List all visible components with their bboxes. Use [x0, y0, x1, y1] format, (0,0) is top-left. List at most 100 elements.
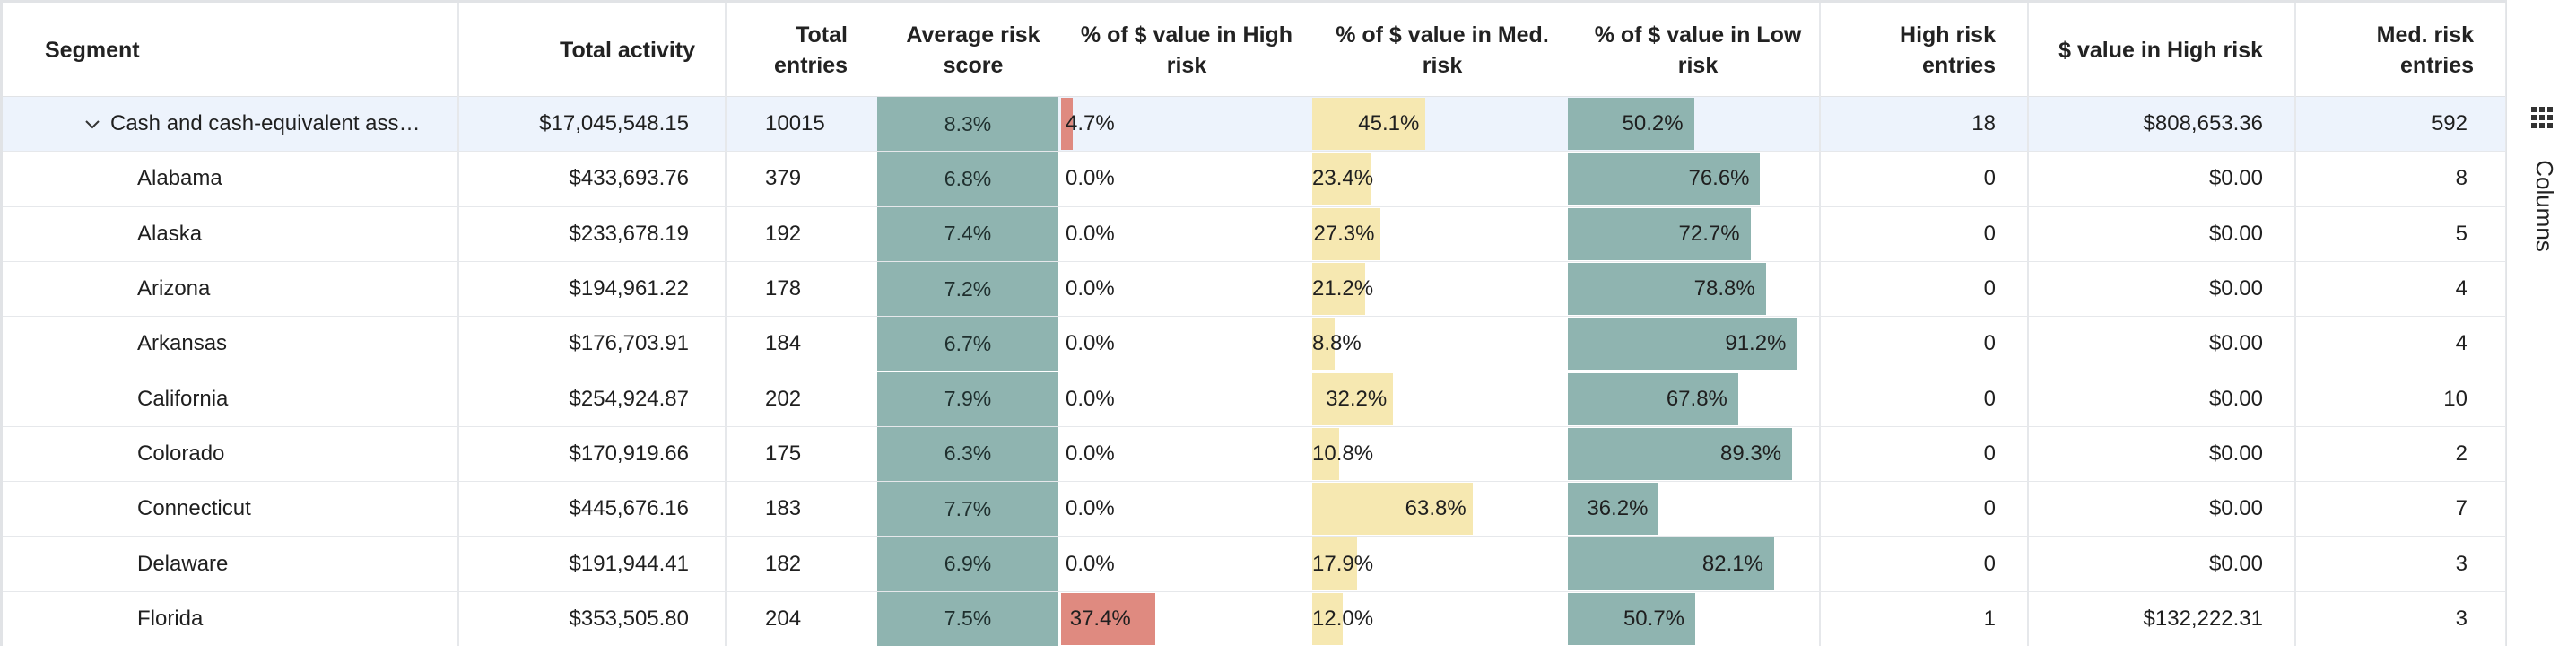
pct-med-label: 17.9% — [1312, 551, 1374, 576]
high-entries-cell: 18 — [1971, 111, 1996, 136]
pct-high-cell: 0.0% — [1061, 152, 1308, 205]
header-value-high[interactable]: $ value in High risk — [2058, 37, 2263, 63]
pct-high-label: 0.0% — [1066, 166, 1115, 191]
high-entries-cell: 0 — [1983, 276, 1996, 301]
total-entries-cell: 178 — [765, 276, 802, 301]
pct-med-bar — [1312, 207, 1381, 260]
med-entries-cell: 10 — [2443, 386, 2467, 411]
table-row[interactable]: Delaware $191,944.41 182 6.9% 0.0% 17.9% 82… — [3, 537, 2506, 592]
total-activity-cell: $233,678.19 — [569, 221, 689, 246]
pct-med-cell: 21.2% — [1312, 262, 1568, 316]
group-row[interactable]: Cash and cash-equivalent ass… $17,045,548… — [3, 97, 2506, 153]
pct-high-label: 0.0% — [1066, 276, 1115, 301]
header-average-risk[interactable]: Average risk score — [906, 22, 1040, 78]
columns-label: Columns — [2530, 160, 2558, 252]
pct-low-bar — [1568, 372, 1738, 425]
segment-cell: Arizona — [137, 276, 211, 301]
avg-risk-cell: 6.8% — [877, 152, 1058, 206]
pct-low-cell: 82.1% — [1568, 537, 1819, 590]
header-pct-med[interactable]: % of $ value in Med. risk — [1336, 22, 1549, 78]
pct-med-bar — [1312, 483, 1473, 536]
header-segment[interactable]: Segment — [45, 37, 140, 63]
table-row[interactable]: Arizona $194,961.22 178 7.2% 0.0% 21.2% 78.… — [3, 261, 2506, 318]
pct-low-cell: 91.2% — [1568, 317, 1819, 371]
pct-low-bar — [1568, 537, 1774, 590]
total-activity-cell: $433,693.76 — [569, 166, 689, 191]
header-total-activity[interactable]: Total activity — [560, 37, 695, 63]
high-entries-cell: 0 — [1983, 551, 1996, 576]
avg-risk-cell: 7.4% — [877, 206, 1058, 261]
pct-med-bar — [1312, 262, 1366, 316]
pct-low-bar — [1568, 592, 1695, 645]
avg-risk-cell: 8.3% — [877, 97, 1058, 152]
segment-cell[interactable]: Cash and cash-equivalent ass… — [83, 97, 451, 151]
pct-med-label: 8.8% — [1312, 331, 1362, 356]
pct-low-cell: 76.6% — [1568, 152, 1819, 205]
value-high-cell: $0.00 — [2208, 386, 2263, 411]
med-entries-cell: 8 — [2455, 166, 2467, 191]
pct-med-label: 12.0% — [1312, 606, 1374, 631]
pct-med-bar — [1312, 592, 1343, 645]
pct-med-bar — [1312, 98, 1426, 151]
pct-high-cell: 0.0% — [1061, 262, 1308, 316]
pct-low-bar — [1568, 98, 1694, 151]
med-entries-cell: 5 — [2455, 221, 2467, 246]
pct-low-cell: 72.7% — [1568, 207, 1819, 261]
table-row[interactable]: Arkansas $176,703.91 184 6.7% 0.0% 8.8% 91.… — [3, 317, 2506, 372]
value-high-cell: $0.00 — [2208, 551, 2263, 576]
segment-cell: Alaska — [137, 221, 203, 246]
avg-risk-cell: 7.2% — [877, 261, 1058, 317]
header-total-entries[interactable]: Total entries — [774, 22, 848, 78]
header-pct-low[interactable]: % of $ value in Low risk — [1594, 22, 1802, 78]
total-activity-cell: $191,944.41 — [569, 551, 689, 576]
segment-cell: California — [137, 386, 229, 411]
table-row[interactable]: Alaska $233,678.19 192 7.4% 0.0% 27.3% 72.7… — [3, 206, 2506, 262]
header-med-entries[interactable]: Med. risk entries — [2376, 22, 2474, 78]
pct-med-cell: 45.1% — [1312, 97, 1568, 151]
value-high-cell: $808,653.36 — [2143, 111, 2263, 136]
pct-low-label: 36.2% — [1587, 496, 1649, 521]
pct-low-label: 76.6% — [1688, 166, 1750, 191]
pct-high-label: 37.4% — [1069, 606, 1131, 631]
pct-high-cell: 0.0% — [1061, 537, 1308, 590]
table-row[interactable]: Alabama $433,693.76 379 6.8% 0.0% 23.4% 76.… — [3, 152, 2506, 207]
pct-low-cell: 78.8% — [1568, 262, 1819, 316]
avg-risk-cell: 6.9% — [877, 537, 1058, 591]
pct-low-label: 67.8% — [1666, 386, 1727, 411]
pct-med-bar — [1312, 153, 1371, 205]
data-grid: Segment Total activity Total entries Ave… — [0, 0, 2506, 646]
pct-low-cell: 36.2% — [1568, 482, 1819, 536]
avg-risk-cell: 6.3% — [877, 426, 1058, 482]
columns-toggle-button[interactable]: Columns — [2530, 106, 2563, 252]
header-high-entries[interactable]: High risk entries — [1900, 22, 1996, 78]
header-pct-high[interactable]: % of $ value in High risk — [1080, 22, 1293, 78]
segment-cell: Delaware — [137, 551, 229, 576]
pct-high-label: 0.0% — [1066, 551, 1115, 576]
total-entries-cell: 192 — [765, 221, 802, 246]
value-high-cell: $0.00 — [2208, 276, 2263, 301]
table-row[interactable]: Colorado $170,919.66 175 6.3% 0.0% 10.8% 89… — [3, 426, 2506, 483]
med-entries-cell: 4 — [2455, 331, 2467, 356]
total-entries-cell: 204 — [765, 606, 802, 631]
pct-high-bar — [1061, 592, 1155, 645]
table-row[interactable]: California $254,924.87 202 7.9% 0.0% 32.2% … — [3, 371, 2506, 427]
total-activity-cell: $254,924.87 — [569, 386, 689, 411]
table-row[interactable]: Connecticut $445,676.16 183 7.7% 0.0% 63.8%… — [3, 482, 2506, 537]
pct-low-bar — [1568, 483, 1659, 536]
pct-med-label: 32.2% — [1326, 386, 1388, 411]
avg-risk-cell: 6.7% — [877, 317, 1058, 371]
pct-med-bar — [1312, 318, 1335, 371]
pct-low-bar — [1568, 427, 1793, 481]
pct-med-label: 10.8% — [1312, 441, 1374, 466]
chevron-down-icon[interactable] — [83, 115, 101, 133]
total-entries-cell: 379 — [765, 166, 802, 191]
segment-label: Cash and cash-equivalent ass… — [110, 111, 421, 136]
table-row[interactable]: Florida $353,505.80 204 7.5% 37.4% 12.0% 50… — [3, 591, 2506, 646]
avg-risk-cell: 7.5% — [877, 591, 1058, 646]
avg-risk-cell: 7.7% — [877, 482, 1058, 537]
med-entries-cell: 592 — [2431, 111, 2467, 136]
pct-low-cell: 89.3% — [1568, 427, 1819, 481]
total-entries-cell: 184 — [765, 331, 802, 356]
med-entries-cell: 4 — [2455, 276, 2467, 301]
total-activity-cell: $353,505.80 — [569, 606, 689, 631]
